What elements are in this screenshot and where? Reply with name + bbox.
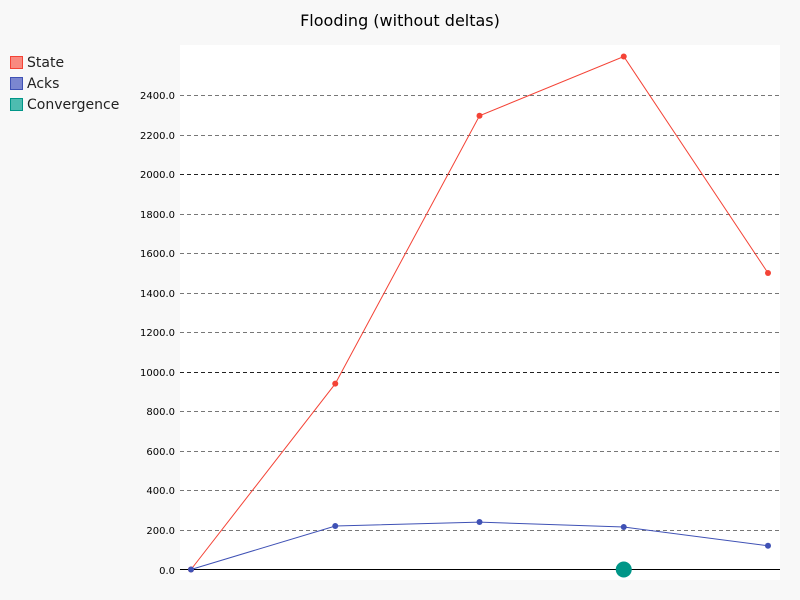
y-tick-label: 1800.0 (140, 210, 175, 221)
gridlines (180, 95, 780, 531)
y-tick-label: 2400.0 (140, 91, 175, 102)
legend: State Acks Convergence (10, 55, 120, 113)
legend-swatch (10, 77, 23, 90)
data-point[interactable] (765, 269, 771, 276)
series-acks (188, 519, 771, 573)
y-tick-label: 2000.0 (140, 170, 175, 181)
plot-background (180, 45, 780, 580)
series-convergence (615, 561, 632, 578)
legend-label: State (27, 55, 64, 71)
y-tick-label: 200.0 (146, 526, 175, 537)
data-point[interactable] (332, 380, 339, 387)
legend-item[interactable]: Convergence (10, 97, 120, 113)
y-tick-label: 1200.0 (140, 328, 175, 339)
y-tick-label: 600.0 (146, 447, 175, 458)
legend-item[interactable]: Acks (10, 76, 60, 92)
legend-label: Convergence (27, 97, 119, 113)
y-tick-label: 1400.0 (140, 289, 175, 300)
series-layer (188, 53, 771, 578)
data-point[interactable] (765, 542, 771, 549)
convergence-marker[interactable] (615, 561, 632, 578)
data-point[interactable] (332, 523, 339, 530)
y-tick-label: 1600.0 (140, 249, 175, 260)
legend-swatch (10, 98, 23, 111)
legend-item[interactable]: State (10, 55, 65, 71)
data-point[interactable] (476, 112, 483, 119)
y-tick-label: 400.0 (146, 486, 175, 497)
data-point[interactable] (476, 519, 483, 526)
data-point[interactable] (188, 566, 194, 573)
y-tick-label: 0.0 (159, 566, 175, 577)
y-tick-label: 800.0 (146, 407, 175, 418)
data-point[interactable] (620, 523, 627, 530)
data-point[interactable] (620, 53, 627, 60)
y-tick-label: 2200.0 (140, 131, 175, 142)
legend-label: Acks (27, 76, 59, 92)
legend-swatch (10, 56, 23, 69)
y-tick-label: 1000.0 (140, 368, 175, 379)
chart-title: Flooding (without deltas) (300, 11, 500, 30)
y-axis: 0.0 200.0 400.0 600.0 800.0 1000.0 1200.0 1400.… (140, 91, 175, 577)
